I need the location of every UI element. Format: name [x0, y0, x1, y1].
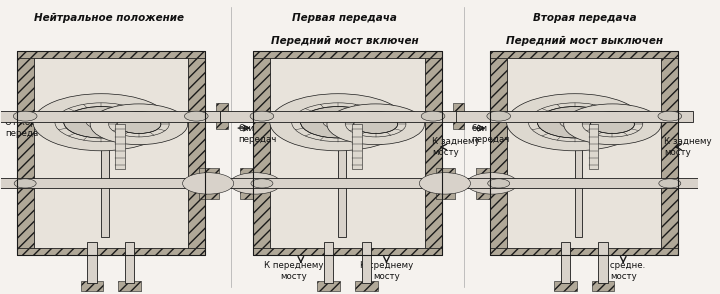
Bar — [436, 168, 456, 199]
Text: От коро-
бки
передач: От коро- бки передач — [238, 113, 277, 144]
Bar — [118, 281, 141, 291]
Bar — [561, 242, 570, 283]
Circle shape — [90, 104, 188, 145]
Bar — [592, 281, 614, 291]
Bar — [598, 242, 608, 283]
Bar — [361, 242, 371, 283]
Circle shape — [703, 173, 720, 194]
Circle shape — [270, 94, 406, 151]
Circle shape — [251, 179, 273, 188]
Circle shape — [467, 173, 518, 194]
Text: От коробки
передач: От коробки передач — [5, 118, 57, 138]
Bar — [199, 168, 219, 199]
Bar — [425, 58, 441, 248]
Circle shape — [507, 94, 643, 151]
Circle shape — [33, 94, 170, 151]
Circle shape — [300, 106, 376, 138]
Bar — [453, 103, 464, 129]
Bar — [490, 58, 507, 248]
Circle shape — [564, 104, 661, 145]
Circle shape — [487, 111, 510, 121]
Bar — [575, 131, 582, 238]
Bar — [713, 168, 720, 199]
Text: К средне.
мосту: К средне. мосту — [601, 261, 645, 281]
Bar — [212, 178, 483, 188]
Bar — [355, 281, 377, 291]
Circle shape — [14, 179, 36, 188]
Bar — [220, 111, 456, 122]
Bar — [188, 58, 204, 248]
Bar — [253, 58, 271, 248]
Circle shape — [14, 111, 37, 121]
Circle shape — [560, 116, 590, 128]
Text: К заднему
мосту: К заднему мосту — [432, 137, 480, 157]
Bar — [589, 124, 598, 169]
Circle shape — [323, 116, 353, 128]
Bar — [490, 248, 678, 255]
Circle shape — [487, 179, 510, 188]
Text: Нейтральное положение: Нейтральное положение — [35, 13, 184, 23]
Circle shape — [185, 179, 207, 188]
Circle shape — [659, 179, 681, 188]
Circle shape — [86, 116, 117, 128]
Bar — [87, 242, 96, 283]
Circle shape — [419, 173, 471, 194]
Circle shape — [421, 111, 445, 121]
Bar — [125, 242, 134, 283]
Text: От коро-
бки
передач: От коро- бки передач — [472, 113, 510, 144]
Bar — [352, 124, 361, 169]
Bar — [662, 58, 678, 248]
Text: Передний мост выключен: Передний мост выключен — [506, 36, 663, 46]
Bar — [240, 168, 259, 199]
Text: К среднему
мосту: К среднему мосту — [360, 261, 413, 281]
Bar — [115, 124, 125, 169]
Circle shape — [327, 104, 425, 145]
Bar — [17, 51, 204, 58]
Bar — [318, 281, 340, 291]
Bar — [490, 51, 678, 255]
Circle shape — [354, 115, 397, 133]
Circle shape — [64, 106, 139, 138]
Bar — [554, 281, 577, 291]
Bar — [0, 178, 246, 188]
Bar — [216, 103, 228, 129]
Circle shape — [230, 173, 281, 194]
Circle shape — [250, 111, 274, 121]
Bar — [490, 51, 678, 58]
Bar — [338, 131, 346, 238]
Bar — [253, 51, 441, 255]
Bar — [17, 51, 204, 255]
Circle shape — [183, 173, 234, 194]
Circle shape — [590, 115, 634, 133]
Bar — [0, 111, 220, 122]
Bar — [34, 58, 188, 248]
Circle shape — [658, 111, 682, 121]
Circle shape — [184, 111, 208, 121]
Bar — [271, 58, 425, 248]
Text: Вторая передача: Вторая передача — [533, 13, 636, 23]
Bar — [456, 111, 693, 122]
Bar — [81, 281, 103, 291]
Bar — [17, 58, 34, 248]
Text: К заднему
мосту: К заднему мосту — [665, 137, 712, 157]
Bar — [102, 131, 109, 238]
Bar — [477, 168, 496, 199]
Text: Первая передача: Первая передача — [292, 13, 397, 23]
Bar — [507, 58, 662, 248]
Circle shape — [537, 106, 613, 138]
Circle shape — [422, 179, 444, 188]
Bar — [17, 248, 204, 255]
Text: К переднему
мосту: К переднему мосту — [264, 261, 323, 281]
Bar — [253, 51, 441, 58]
Text: Передний мост включен: Передний мост включен — [271, 36, 418, 46]
Bar — [253, 248, 441, 255]
Bar — [324, 242, 333, 283]
Circle shape — [117, 115, 161, 133]
Bar — [449, 178, 719, 188]
